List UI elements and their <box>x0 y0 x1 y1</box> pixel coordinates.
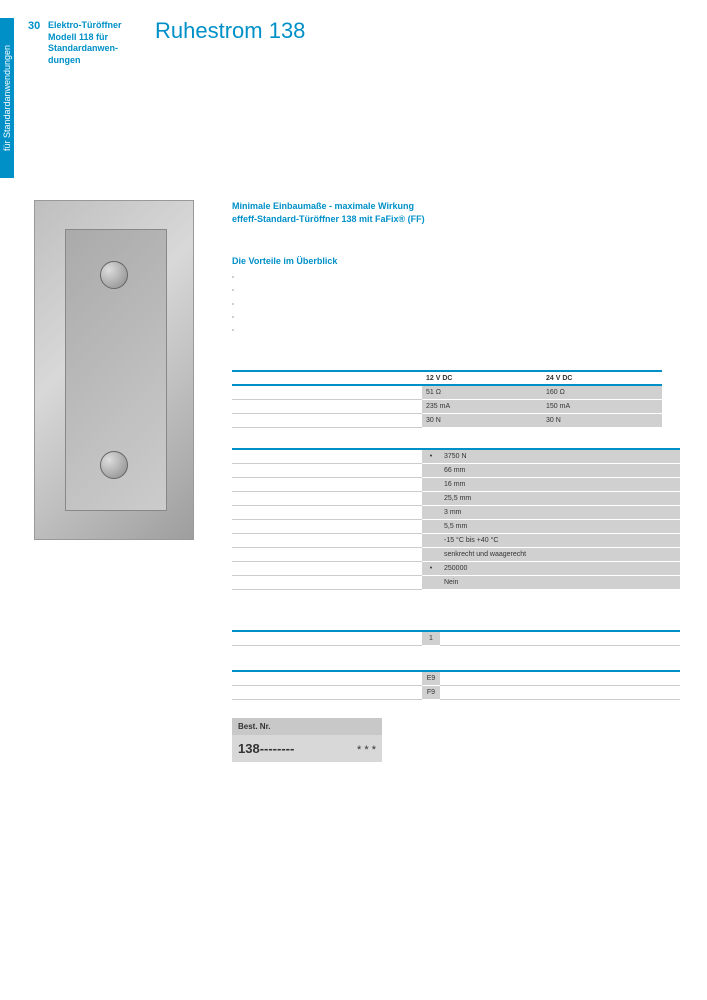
td <box>440 685 680 699</box>
td: 25,5 mm <box>440 491 680 505</box>
marker: 1 <box>422 631 440 645</box>
marker <box>422 463 440 477</box>
subtitle-line: Minimale Einbaumaße - maximale Wirkung <box>232 201 414 211</box>
marker: • <box>422 449 440 463</box>
order-box: Best. Nr. 138-------- * * * <box>232 718 382 762</box>
header-line: Standardanwen- <box>48 43 118 53</box>
marker: F9 <box>422 685 440 699</box>
marker: • <box>422 561 440 575</box>
td: 16 mm <box>440 477 680 491</box>
td <box>440 631 680 645</box>
options-table: 1 <box>232 630 680 646</box>
electrical-table: 12 V DC 24 V DC 51 Ω160 Ω 235 mA150 mA 3… <box>232 370 662 428</box>
marker <box>422 491 440 505</box>
th: 12 V DC <box>422 371 542 385</box>
marker: E9 <box>422 671 440 685</box>
td: Nein <box>440 575 680 589</box>
mechanical-table: •3750 N 66 mm 16 mm 25,5 mm 3 mm 5,5 mm … <box>232 448 680 590</box>
side-tab-label: für Standardanwendungen <box>2 45 12 151</box>
page-title: Ruhestrom 138 <box>155 18 305 44</box>
td: 160 Ω <box>542 385 662 399</box>
marker <box>422 519 440 533</box>
th: 24 V DC <box>542 371 662 385</box>
order-head: Best. Nr. <box>232 718 382 735</box>
header-line: Modell 118 für <box>48 32 108 42</box>
marker <box>422 533 440 547</box>
td: 30 N <box>542 413 662 427</box>
td: 3 mm <box>440 505 680 519</box>
td: 51 Ω <box>422 385 542 399</box>
td: 250000 <box>440 561 680 575</box>
header-line: dungen <box>48 55 81 65</box>
td: 66 mm <box>440 463 680 477</box>
td: -15 °C bis +40 °C <box>440 533 680 547</box>
codes-table: E9 F9 <box>232 670 680 700</box>
section-header: Elektro-Türöffner Modell 118 für Standar… <box>48 20 138 67</box>
advantages-heading: Die Vorteile im Überblick <box>232 256 337 266</box>
subtitle: Minimale Einbaumaße - maximale Wirkung e… <box>232 200 425 225</box>
td <box>440 671 680 685</box>
td: 5,5 mm <box>440 519 680 533</box>
order-stars: * * * <box>357 744 376 756</box>
td: 30 N <box>422 413 542 427</box>
subtitle-line: effeff-Standard-Türöffner 138 mit FaFix®… <box>232 214 425 224</box>
marker <box>422 575 440 589</box>
td: 3750 N <box>440 449 680 463</box>
marker <box>422 505 440 519</box>
td: 150 mA <box>542 399 662 413</box>
marker <box>422 547 440 561</box>
page-number: 30 <box>28 20 40 32</box>
header-line: Elektro-Türöffner <box>48 20 122 30</box>
marker <box>422 477 440 491</box>
advantages-list <box>232 270 242 336</box>
product-image <box>34 200 194 540</box>
td: senkrecht und waagerecht <box>440 547 680 561</box>
side-tab: für Standardanwendungen <box>0 18 14 178</box>
order-number: 138-------- <box>238 741 294 756</box>
td: 235 mA <box>422 399 542 413</box>
